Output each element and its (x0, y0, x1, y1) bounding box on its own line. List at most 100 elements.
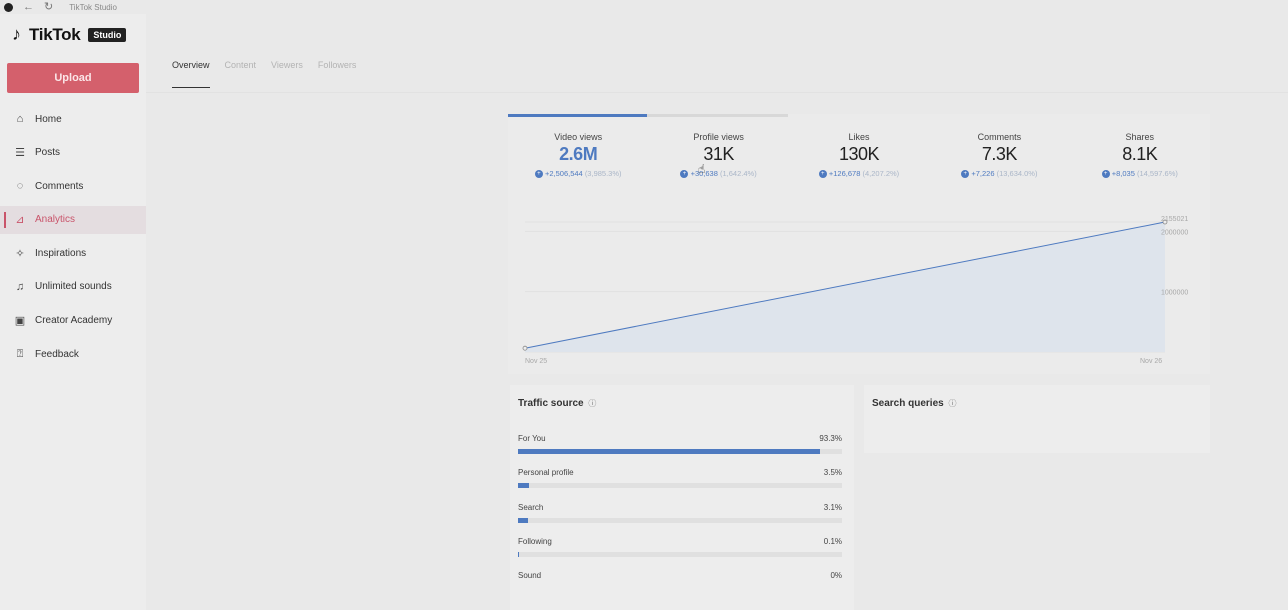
traffic-value: 3.5% (823, 468, 842, 477)
tab-followers[interactable]: Followers (317, 60, 357, 70)
music-icon: ♫ (15, 280, 25, 293)
sidebar-item-unlimited-sounds[interactable]: ♫ Unlimited sounds (0, 273, 146, 301)
sidebar-item-analytics[interactable]: ⊿ Analytics (0, 205, 146, 234)
sidebar-item-feedback[interactable]: ⍰ Feedback (0, 340, 146, 368)
metric-comments[interactable]: Comments 7.3K + +7,226 (13,634.0%) (929, 132, 1069, 179)
traffic-label: Following (518, 537, 552, 546)
key-metrics-card: Video views 2.6M + +2,506,544 (3,985.3%)… (508, 114, 1210, 374)
traffic-bar-fill (518, 483, 530, 488)
lightbulb-icon: ✧ (15, 247, 25, 260)
sidebar: ♪ TikTok Studio Upload ⌂ Home ☰ Posts ◌ … (0, 14, 146, 610)
analytics-tabs: Overview Content Viewers Followers (172, 60, 356, 88)
tab-viewers[interactable]: Viewers (271, 60, 303, 70)
traffic-bar-track (518, 552, 842, 557)
metric-value: 31K (703, 144, 734, 164)
metric-likes[interactable]: Likes 130K + +126,678 (4,207.2%) (789, 132, 929, 179)
metric-label: Likes (848, 132, 870, 142)
metric-delta: + +30,638 (1,642.4%) (648, 169, 788, 179)
x-tick-label: Nov 25 (525, 358, 547, 365)
traffic-bar-fill (518, 449, 821, 454)
reload-icon[interactable]: ↻ (44, 0, 54, 13)
sidebar-item-label: Inspirations (35, 247, 87, 259)
x-tick-label: Nov 26 (1140, 358, 1162, 365)
y-tick-label: 2155021 (1161, 216, 1188, 223)
traffic-label: Search (518, 503, 544, 512)
y-tick-label: 2000000 (1161, 229, 1188, 236)
sidebar-item-home[interactable]: ⌂ Home (0, 105, 146, 133)
traffic-bar-track (518, 518, 842, 523)
metric-video-views[interactable]: Video views 2.6M + +2,506,544 (3,985.3%) (508, 132, 648, 179)
metric-delta: + +8,035 (14,597.6%) (1070, 169, 1210, 179)
academy-icon: ▣ (14, 315, 26, 328)
increase-icon: + (961, 170, 970, 179)
brand-logo[interactable]: ♪ TikTok Studio (12, 24, 127, 45)
traffic-row-for-you: For You 93.3% (518, 434, 842, 454)
data-point (1162, 219, 1168, 225)
y-tick-label: 1000000 (1161, 290, 1188, 297)
traffic-source-card: Traffic source ⓘ For You 93.3% Personal p… (510, 385, 854, 610)
metrics-row: Video views 2.6M + +2,506,544 (3,985.3%)… (508, 132, 1210, 179)
traffic-label: Personal profile (518, 468, 574, 477)
increase-icon: + (680, 170, 689, 179)
window-title: TikTok Studio (69, 2, 117, 12)
traffic-bar-track (518, 449, 842, 454)
tabs-divider (146, 92, 1288, 93)
sidebar-item-comments[interactable]: ◌ Comments (0, 172, 146, 200)
traffic-value: 0.1% (823, 537, 842, 546)
metric-label: Profile views (693, 132, 744, 142)
sidebar-item-inspirations[interactable]: ✧ Inspirations (0, 239, 146, 267)
metric-label: Video views (554, 132, 603, 142)
metric-value: 7.3K (981, 144, 1018, 164)
metric-label: Comments (977, 132, 1022, 142)
sidebar-item-label: Posts (35, 147, 61, 159)
sidebar-item-label: Creator Academy (35, 315, 113, 327)
traffic-row-search: Search 3.1% (518, 503, 842, 523)
metric-shares[interactable]: Shares 8.1K + +8,035 (14,597.6%) (1070, 132, 1210, 179)
metric-delta: + +126,678 (4,207.2%) (789, 169, 929, 179)
series-area (525, 222, 1165, 352)
data-point (522, 345, 528, 351)
sidebar-nav: ⌂ Home ☰ Posts ◌ Comments ⊿ Analytics ✧ … (0, 105, 146, 374)
traffic-bar-fill (518, 518, 529, 523)
metric-value: 8.1K (1122, 144, 1158, 164)
sidebar-item-label: Unlimited sounds (35, 281, 112, 293)
sidebar-item-creator-academy[interactable]: ▣ Creator Academy (0, 307, 146, 335)
home-icon: ⌂ (16, 113, 24, 125)
traffic-label: For You (518, 434, 546, 443)
search-queries-title: Search queries ⓘ (872, 398, 957, 409)
comment-icon: ◌ (16, 180, 24, 193)
info-icon[interactable]: ⓘ (588, 399, 597, 408)
studio-badge: Studio (88, 27, 127, 42)
series-line (524, 221, 1166, 349)
sidebar-item-posts[interactable]: ☰ Posts (0, 139, 146, 167)
traffic-row-sound: Sound 0% (518, 571, 842, 580)
traffic-row-following: Following 0.1% (518, 537, 842, 557)
title-bar: ← ↻ TikTok Studio (0, 0, 1288, 14)
upload-button[interactable]: Upload (7, 63, 139, 93)
tiktok-note-icon: ♪ (12, 24, 21, 44)
traffic-label: Sound (518, 571, 542, 580)
sidebar-item-label: Feedback (35, 348, 79, 360)
sidebar-item-label: Home (35, 113, 62, 125)
increase-icon: + (818, 170, 827, 179)
analytics-icon: ⊿ (15, 214, 25, 227)
back-icon[interactable]: ← (23, 0, 34, 13)
traffic-value: 3.1% (823, 503, 842, 512)
metric-value: 2.6M (559, 144, 598, 164)
increase-icon: + (534, 170, 543, 179)
app-logo-icon (4, 2, 13, 12)
traffic-value: 93.3% (819, 434, 842, 443)
views-chart-svg: 2155021 2000000 1000000 Nov 25 Nov 26 (522, 216, 1188, 365)
feedback-icon: ⍰ (16, 347, 24, 360)
info-icon[interactable]: ⓘ (948, 399, 957, 408)
tab-overview[interactable]: Overview (172, 60, 210, 88)
tab-content[interactable]: Content (224, 60, 257, 70)
metric-delta: + +7,226 (13,634.0%) (929, 169, 1069, 179)
increase-icon: + (1101, 170, 1110, 179)
brand-name: TikTok (29, 24, 81, 44)
metric-label: Shares (1125, 132, 1155, 142)
metric-delta: + +2,506,544 (3,985.3%) (508, 169, 648, 179)
metric-profile-views[interactable]: Profile views 31K + +30,638 (1,642.4%) (648, 132, 788, 179)
metric-value: 130K (838, 144, 880, 164)
views-chart: 2155021 2000000 1000000 Nov 25 Nov 26 (508, 198, 1210, 374)
